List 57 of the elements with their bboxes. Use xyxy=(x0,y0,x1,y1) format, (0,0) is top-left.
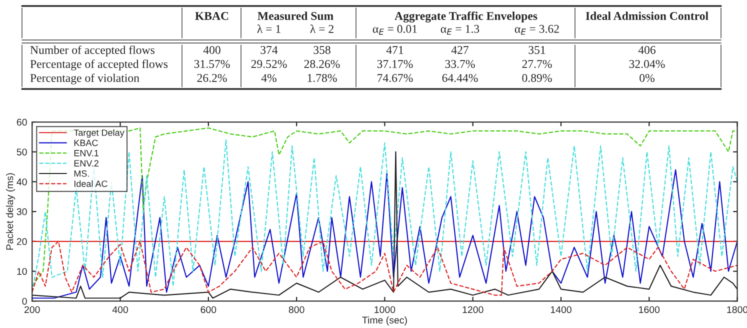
legend-label: ENV.2 xyxy=(74,160,98,166)
category-label: λ = 1 xyxy=(257,24,280,33)
text: 406 xyxy=(638,46,656,54)
text: 27.7% xyxy=(522,60,552,68)
text: 400 xyxy=(203,46,220,54)
x-tick-label: 400 xyxy=(112,306,128,314)
category-label: λ = 2 xyxy=(310,24,334,33)
category-label: α$_{E}$ = 1.3 xyxy=(440,24,480,35)
y-tick-label: 0 xyxy=(22,298,27,305)
text: 32.04% xyxy=(629,60,665,68)
y-tick-label: 30 xyxy=(16,208,27,216)
text: 471 xyxy=(386,46,404,54)
y-tick-label: 20 xyxy=(16,238,27,246)
legend-label: MS. xyxy=(74,170,89,177)
x-tick-label: 1400 xyxy=(550,306,572,314)
x-tick-label: 600 xyxy=(200,306,216,314)
y-tick-label: 50 xyxy=(16,148,27,156)
y-tick-label: 10 xyxy=(17,268,27,275)
text: 31.57% xyxy=(194,60,230,68)
y-tick-label: 60 xyxy=(16,118,27,126)
legend-label: Target Delay xyxy=(74,129,124,138)
y-tick-label: 40 xyxy=(16,178,27,186)
text: 28.26% xyxy=(304,60,340,68)
x-tick-label: 1600 xyxy=(639,306,660,314)
category-label: Percentage of accepted flows xyxy=(30,60,168,70)
x-tick-label: 800 xyxy=(288,306,304,314)
text: 37.17% xyxy=(377,60,413,68)
legend-label: Ideal AC xyxy=(74,180,108,187)
text: 1.78% xyxy=(308,74,337,82)
x-tick-label: 1200 xyxy=(462,306,484,314)
text: Aggregate Traffic Envelopes xyxy=(394,12,538,22)
text: 427 xyxy=(451,46,469,54)
text: 29.52% xyxy=(251,60,287,68)
text: Measured Sum xyxy=(258,12,334,20)
text: 26.2% xyxy=(197,74,227,82)
x-axis-title: Time (sec) xyxy=(362,316,407,326)
legend-label: KBAC xyxy=(74,140,98,146)
category-label: α$_{E}$ = 0.01 xyxy=(372,24,417,35)
legend-label: ENV.1 xyxy=(74,150,98,156)
text: KBAC xyxy=(195,12,228,20)
text: 0.89% xyxy=(522,74,552,82)
text: 64.44% xyxy=(442,74,478,82)
y-axis-title: Packet delay (ms) xyxy=(6,173,16,250)
text: 4% xyxy=(261,74,276,82)
x-tick-label: 1000 xyxy=(374,306,396,314)
text: 374 xyxy=(260,46,278,54)
text: 74.67% xyxy=(378,74,413,82)
x-tick-label: 200 xyxy=(24,306,40,314)
text: Ideal Admission Control xyxy=(586,12,708,20)
category-label: Percentage of violation xyxy=(30,74,140,84)
text: 0% xyxy=(640,74,654,82)
category-label: Number of accepted flows xyxy=(30,46,154,56)
text: 358 xyxy=(314,46,330,54)
text: 351 xyxy=(528,46,546,54)
category-label: α$_{E}$ = 3.62 xyxy=(514,24,559,35)
line-series xyxy=(32,240,738,296)
text: 33.7% xyxy=(445,60,475,68)
